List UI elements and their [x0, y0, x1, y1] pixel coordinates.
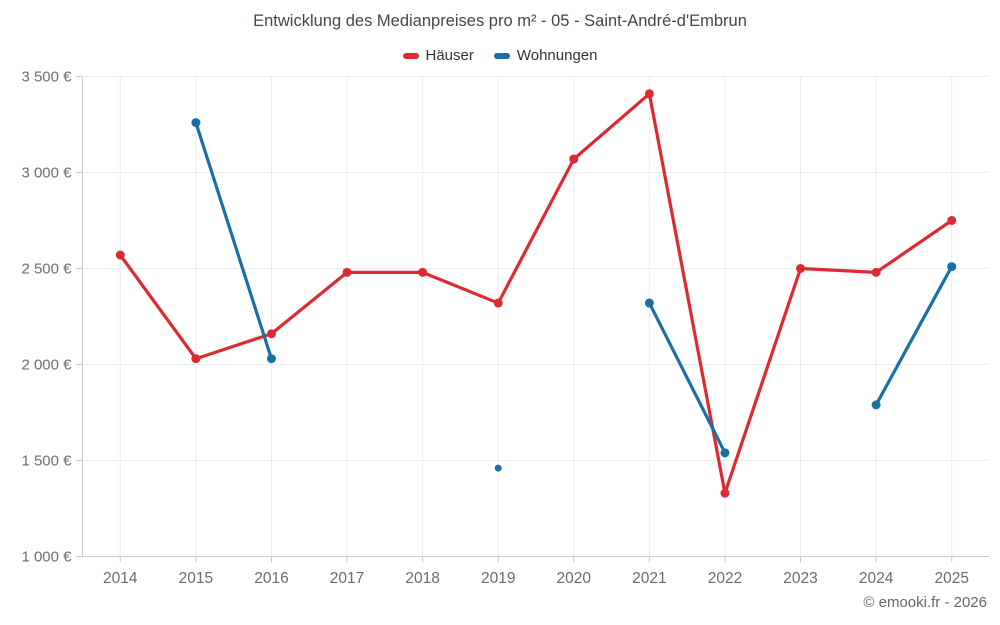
- x-tick-label-2022: 2022: [708, 570, 742, 587]
- legend-label-haeuser: Häuser: [425, 47, 474, 64]
- data-point-0-2018[interactable]: [418, 267, 428, 277]
- data-point-1-2021[interactable]: [644, 298, 654, 308]
- data-point-0-2022[interactable]: [720, 488, 730, 498]
- x-tick-label-2014: 2014: [103, 570, 138, 587]
- data-point-0-2025[interactable]: [947, 216, 957, 225]
- x-tick-label-2018: 2018: [405, 570, 439, 587]
- data-point-0-2017[interactable]: [342, 267, 352, 277]
- data-point-1-2022[interactable]: [720, 448, 730, 458]
- data-point-0-2015[interactable]: [191, 354, 201, 364]
- x-tick-label-2023: 2023: [783, 570, 817, 587]
- x-tick-label-2020: 2020: [557, 570, 592, 587]
- chart-title: Entwicklung des Medianpreises pro m² - 0…: [253, 12, 747, 30]
- y-tick-label-1500: 1 500 €: [21, 453, 72, 470]
- legend-label-wohnungen: Wohnungen: [516, 47, 598, 64]
- legend-item-wohnungen[interactable]: Wohnungen: [493, 47, 598, 64]
- x-tick-label-2019: 2019: [481, 570, 515, 587]
- data-point-0-2024[interactable]: [871, 267, 881, 277]
- data-point-0-2016[interactable]: [266, 329, 276, 339]
- legend-item-haeuser[interactable]: Häuser: [402, 47, 474, 64]
- data-point-1-2015[interactable]: [191, 118, 201, 128]
- data-point-1-2024[interactable]: [871, 400, 881, 410]
- data-point-0-2014[interactable]: [115, 250, 125, 260]
- copyright-link[interactable]: © emooki.fr - 2026: [863, 594, 987, 611]
- y-tick-label-2500: 2 500 €: [21, 261, 72, 278]
- series-line-1: [647, 301, 727, 455]
- x-tick-label-2015: 2015: [179, 570, 213, 587]
- y-tick-label-2000: 2 000 €: [21, 357, 72, 374]
- x-tick-label-2016: 2016: [254, 570, 288, 587]
- data-point-0-2020[interactable]: [569, 154, 579, 164]
- series-line-1: [194, 120, 274, 361]
- legend-marker-wohnungen-icon: [493, 52, 510, 59]
- data-point-1-2016[interactable]: [266, 354, 276, 364]
- data-point-0-2019[interactable]: [493, 298, 503, 308]
- y-tick-label-3000: 3 000 €: [21, 165, 72, 182]
- legend-marker-haeuser-icon: [402, 52, 419, 59]
- data-point-1-2019[interactable]: [494, 464, 502, 472]
- data-point-0-2023[interactable]: [796, 264, 806, 273]
- data-point-0-2021[interactable]: [644, 89, 654, 99]
- y-tick-label-1000: 1 000 €: [21, 549, 72, 566]
- series-line-1: [874, 264, 954, 407]
- x-tick-label-2025: 2025: [934, 570, 968, 587]
- y-tick-label-3500: 3 500 €: [21, 69, 72, 86]
- data-point-1-2025[interactable]: [947, 262, 957, 272]
- x-tick-label-2024: 2024: [859, 570, 894, 587]
- x-tick-label-2021: 2021: [632, 570, 666, 587]
- legend: Häuser Wohnungen: [0, 47, 1000, 64]
- series-line-0: [118, 92, 954, 495]
- x-tick-label-2017: 2017: [330, 570, 364, 587]
